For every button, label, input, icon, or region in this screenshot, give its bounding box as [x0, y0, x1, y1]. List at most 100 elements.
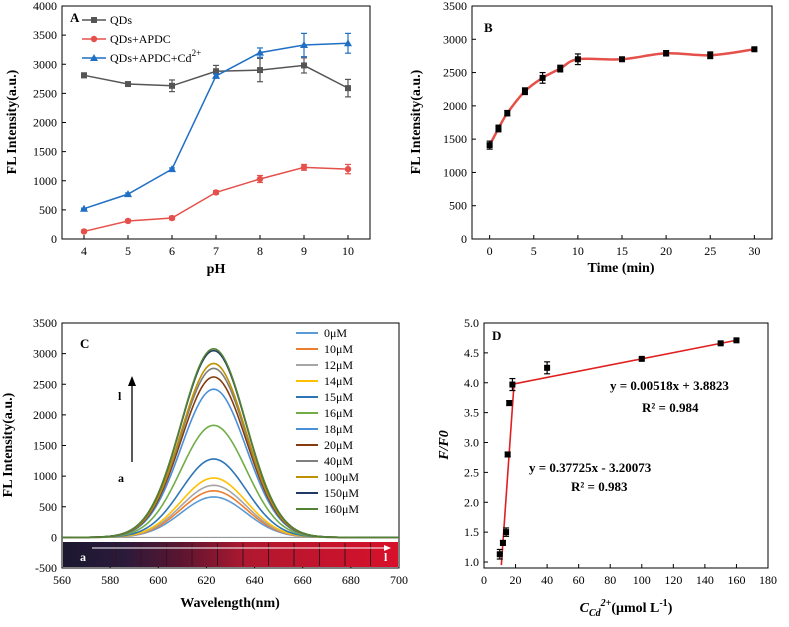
panel-c-y-label: FL Intensity(a.u.)	[1, 392, 16, 497]
x-tick-label: 7	[213, 244, 219, 258]
data-point	[81, 72, 87, 79]
y-tick-label: 1500	[33, 145, 57, 159]
legend-label: 100μM	[324, 470, 359, 484]
y-tick-label: 2500	[33, 86, 57, 100]
y-tick-label: 2000	[33, 408, 57, 422]
panel-c-letter: C	[80, 336, 89, 351]
x-tick-label: 8	[257, 244, 263, 258]
panel-a-y-label: FL Intensity(a.u.)	[5, 69, 20, 174]
strip-label-right: l	[384, 550, 388, 564]
x-tick-label: 5	[531, 244, 537, 258]
panel-c-x-ticks: 560 580 600 620 640 660 680 700	[53, 564, 408, 587]
panel-a: 0 500 1000 1500 2000 2500 3000 3500 4000 4 5 6 7 8 9 1…	[5, 0, 371, 277]
y-tick-label: 3.5	[464, 406, 479, 420]
x-tick-label: 30	[748, 244, 760, 258]
x-tick-label: 5	[125, 244, 131, 258]
fit-line-1	[513, 339, 737, 385]
data-point	[663, 50, 670, 57]
y-tick-label: 1000	[443, 165, 467, 179]
y-tick-label: 2500	[33, 377, 57, 391]
x-tick-label: 120	[664, 573, 682, 587]
data-point	[124, 190, 132, 198]
data-point	[256, 48, 264, 56]
data-point	[124, 217, 132, 225]
panel-b: 0 500 1000 1500 2000 2500 3000 3500 0 5 10 15 20 25 3…	[409, 0, 773, 276]
y-tick-label: 4000	[33, 0, 57, 13]
data-point	[486, 142, 493, 149]
data-point	[80, 228, 88, 235]
x-tick-label: 0	[481, 573, 487, 587]
y-tick-label: 0	[51, 232, 57, 246]
data-point	[574, 56, 581, 63]
panel-b-x-ticks: 0 5 10 15 20 25 30	[487, 235, 760, 258]
legend-label: 160μM	[324, 502, 359, 516]
y-tick-label: 1500	[443, 132, 467, 146]
x-tick-label: 620	[197, 573, 215, 587]
legend-label: 12μM	[324, 358, 353, 372]
y-tick-label: 2000	[443, 99, 467, 113]
data-point	[504, 110, 511, 117]
y-tick-label: 2.0	[464, 495, 479, 509]
legend-label: QDs+APDC+Cd2+	[110, 48, 201, 65]
x-tick-label: 15	[616, 244, 628, 258]
data-point	[344, 39, 352, 47]
x-tick-label: 680	[342, 573, 360, 587]
data-point	[539, 74, 546, 81]
y-tick-label: 0	[461, 232, 467, 246]
panel-a-y-ticks: 0 500 1000 1500 2000 2500 3000 3500 4000	[33, 0, 66, 246]
y-tick-label: 500	[39, 500, 57, 514]
x-tick-label: 6	[169, 244, 175, 258]
data-point	[212, 71, 220, 79]
y-tick-label: 4.5	[464, 346, 479, 360]
series-arrow-bottom-label: a	[118, 471, 124, 485]
data-point	[168, 165, 176, 173]
data-point	[733, 337, 740, 344]
data-point	[717, 340, 724, 347]
y-tick-label: 2.5	[464, 465, 479, 479]
data-point	[256, 175, 264, 183]
y-tick-label: 0	[51, 530, 57, 544]
panel-d: 1.0 1.5 2.0 2.5 3.0 3.5 4.0 4.5 5.0 0 20 40 60 80 100…	[437, 316, 777, 619]
cuvette-photo-dividers	[115, 543, 371, 566]
x-tick-label: 600	[149, 573, 167, 587]
y-tick-label: 3500	[33, 28, 57, 42]
series-line-1	[83, 166, 349, 233]
legend-label: 15μM	[324, 390, 353, 404]
panel-d-y-label: F/F0	[437, 430, 452, 461]
data-point	[169, 82, 175, 89]
panel-b-frame	[471, 5, 773, 240]
data-point	[345, 85, 351, 92]
panel-a-plot	[80, 32, 352, 235]
panel-d-y-ticks: 1.0 1.5 2.0 2.5 3.0 3.5 4.0 4.5 5.0	[464, 316, 488, 569]
data-point	[301, 62, 307, 69]
data-point	[506, 400, 513, 407]
x-tick-label: 20	[660, 244, 672, 258]
legend-marker	[91, 17, 97, 23]
data-point	[300, 164, 308, 171]
panel-a-x-label: pH	[207, 262, 226, 277]
legend-label: 20μM	[324, 438, 353, 452]
data-point	[495, 125, 502, 132]
data-point	[638, 355, 645, 362]
x-tick-label: 9	[301, 244, 307, 258]
x-tick-label: 560	[53, 573, 71, 587]
legend-label: 150μM	[324, 486, 359, 500]
data-point	[212, 189, 220, 196]
y-tick-label: 500	[449, 199, 467, 213]
fit-r2-upper: R² = 0.984	[642, 400, 699, 415]
legend-marker	[90, 54, 98, 61]
legend-label: 14μM	[324, 374, 353, 388]
y-tick-label: 5.0	[464, 316, 479, 330]
legend-superscript: 2+	[192, 48, 202, 58]
data-point	[168, 214, 176, 222]
x-tick-label: 25	[704, 244, 716, 258]
panel-b-x-label: Time (min)	[587, 261, 654, 276]
legend-label: 10μM	[324, 342, 353, 356]
legend-label: QDs+APDC	[110, 32, 171, 46]
data-point	[509, 381, 516, 388]
fit-r2-lower: R² = 0.983	[571, 479, 628, 494]
x-tick-label: 4	[81, 244, 87, 258]
panel-b-plot	[486, 46, 758, 150]
data-point	[125, 81, 131, 88]
